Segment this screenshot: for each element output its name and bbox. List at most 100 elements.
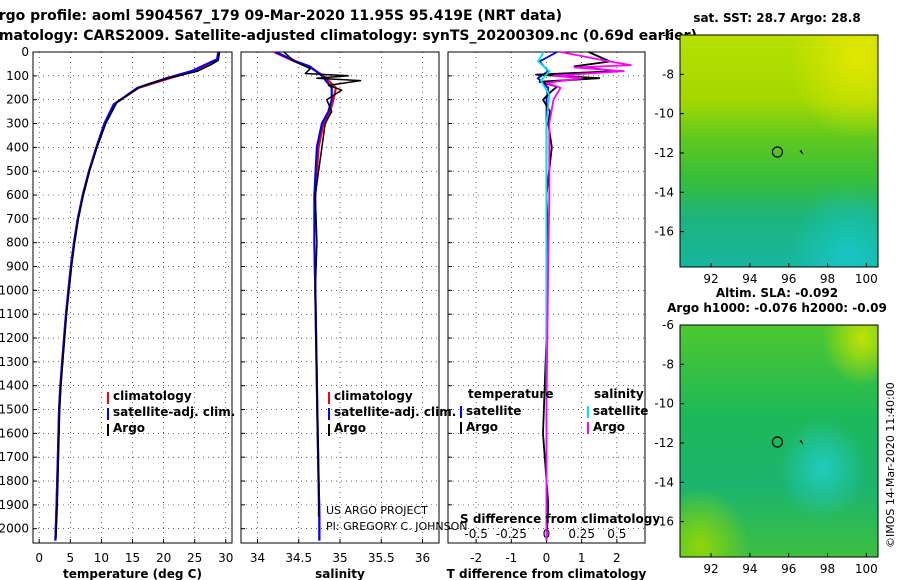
legend-temperature-title: temperature [468,387,553,401]
y-tick-label: 2000 [0,522,29,536]
argo-location-marker [771,436,784,448]
map-y-tick-label: -10 [654,397,674,411]
legend-climatology-label: climatology [334,389,413,403]
x-tick-label: -1 [505,551,517,565]
x-tick-label: 25 [187,551,202,565]
temperature-panel: 0100200300400500600700800900100011001200… [0,45,233,580]
legend-satellite-label: satellite-adj. clim. [113,405,235,419]
legend-s-argo-label: Argo [593,420,625,434]
sst-map-title: sat. SST: 28.7 Argo: 28.8 [693,11,860,25]
argo-location-marker [771,146,784,158]
x-tick-label: 0 [543,551,551,565]
map-x-tick-label: 96 [781,272,796,286]
difference-panel: -2 -1 0 1 2 T difference from climatology -0.5… [447,51,647,580]
x-tick-label: 1 [578,551,586,565]
y-tick-label: 200 [6,93,29,107]
sla-map-title: Altim. SLA: -0.092 [716,286,838,300]
float-drift-arrow [799,149,804,155]
sst-map-frame [679,34,879,268]
difference-legend: temperature satellite Argo salinity sate… [460,387,660,526]
x-tick-label: 35.5 [368,551,395,565]
map-y-tick-label: -6 [662,318,674,332]
y-tick-label: 100 [6,69,29,83]
sla-low-patch [680,325,878,557]
x-tick-label: 34.5 [285,551,312,565]
header-line-1: Argo profile: aoml 5904567_179 09-Mar-20… [0,8,562,24]
temperature-legend: climatology satellite-adj. clim. Argo [107,389,235,436]
y-tick-label: 0 [21,45,29,59]
y-tick-label: 1700 [0,450,29,464]
s-difference-title: S difference from climatology [460,512,660,526]
x-tick-label: 20 [156,551,171,565]
imos-timestamp: ©IMOS 14-Mar-2020 11:40:00 [884,382,897,548]
y-tick-label: 700 [6,212,29,226]
map-x-tick-label: 92 [703,562,718,576]
y-tick-label: 1800 [0,474,29,488]
x-tick-label: 34 [250,551,265,565]
y-tick-label: 300 [6,117,29,131]
map-x-tick-label: 98 [820,562,835,576]
map-x-tick-label: 100 [855,272,878,286]
series-argo [283,51,362,517]
legend-salinity-title: salinity [594,387,644,401]
map-y-tick-label: -14 [654,475,674,489]
map-y-tick-label: -8 [662,67,674,81]
map-x-tick-label: 94 [742,562,757,576]
s-tick-label: 0.25 [568,527,595,541]
legend-satellite-label: satellite-adj. clim. [334,405,456,419]
y-tick-label: 1400 [0,379,29,393]
map-y-tick-label: -12 [654,146,674,160]
y-tick-label: 1600 [0,426,29,440]
legend-argo-label: Argo [334,421,366,435]
salinity-legend: climatology satellite-adj. clim. Argo US… [326,389,467,533]
x-tick-label: 5 [66,551,74,565]
y-tick-label: 1100 [0,307,29,321]
x-tick-label: 2 [613,551,621,565]
map-x-tick-label: 98 [820,272,835,286]
map-x-tick-label: 92 [703,272,718,286]
x-axis-label: T difference from climatology [447,567,647,580]
x-tick-label: 35 [332,551,347,565]
legend-s-satellite-label: satellite [593,404,648,418]
y-tick-label: 1000 [0,283,29,297]
map-y-tick-label: -10 [654,107,674,121]
y-tick-label: 400 [6,140,29,154]
credit-project: US ARGO PROJECT [326,504,428,517]
series-s-satellite [537,51,551,541]
salinity-panel: 34 34.5 35 35.5 36 salinity [240,51,440,580]
sla-map-panel: Altim. SLA: -0.092 Argo h1000: -0.076 h2… [654,286,886,576]
map-x-tick-label: 94 [742,272,757,286]
sst-cool-patch [680,35,878,267]
map-x-tick-label: 96 [781,562,796,576]
legend-climatology-label: climatology [113,389,192,403]
y-tick-label: 600 [6,188,29,202]
s-tick-label: 0.5 [607,527,626,541]
y-tick-label: 900 [6,260,29,274]
legend-t-satellite-label: satellite [466,404,521,418]
y-tick-label: 1500 [0,403,29,417]
y-tick-label: 1900 [0,498,29,512]
x-axis-label: salinity [315,567,365,580]
map-y-tick-label: -8 [662,357,674,371]
series-s-argo [545,51,632,541]
x-tick-label: -2 [470,551,482,565]
x-tick-label: 15 [125,551,140,565]
map-y-tick-label: -12 [654,436,674,450]
map-x-tick-label: 100 [855,562,878,576]
credit-pi: PI: GREGORY C. JOHNSON [326,520,467,533]
sla-map-subtitle: Argo h1000: -0.076 h2000: -0.09 [667,301,887,315]
legend-t-argo-label: Argo [466,420,498,434]
sla-map-frame [679,324,879,558]
x-axis-label: temperature (deg C) [63,567,202,580]
x-tick-label: 0 [35,551,43,565]
map-y-tick-label: -16 [654,515,674,529]
map-y-tick-label: -16 [654,225,674,239]
map-y-tick-label: -14 [654,185,674,199]
x-tick-label: 36 [415,551,430,565]
y-tick-label: 800 [6,236,29,250]
y-tick-label: 500 [6,164,29,178]
y-tick-label: 1300 [0,355,29,369]
map-y-tick-label: -6 [662,28,674,42]
x-tick-label: 30 [218,551,233,565]
